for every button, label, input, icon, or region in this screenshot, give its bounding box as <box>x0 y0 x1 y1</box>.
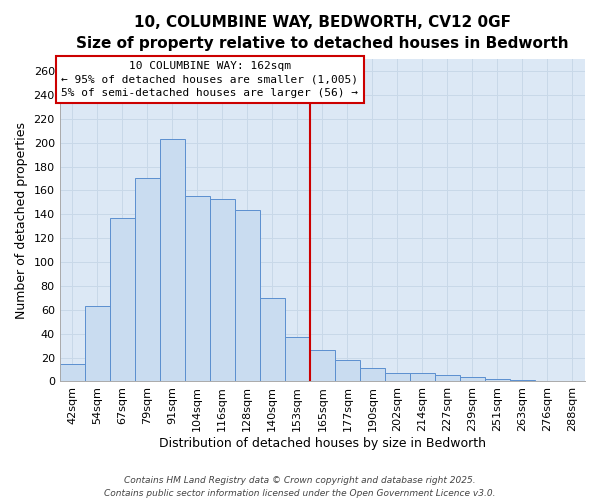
Bar <box>185 196 210 382</box>
Bar <box>59 364 85 382</box>
Bar <box>435 376 460 382</box>
Bar <box>210 199 235 382</box>
Title: 10, COLUMBINE WAY, BEDWORTH, CV12 0GF
Size of property relative to detached hous: 10, COLUMBINE WAY, BEDWORTH, CV12 0GF Si… <box>76 15 569 51</box>
Bar <box>85 306 110 382</box>
Bar <box>135 178 160 382</box>
X-axis label: Distribution of detached houses by size in Bedworth: Distribution of detached houses by size … <box>159 437 486 450</box>
Bar <box>110 218 135 382</box>
Bar <box>235 210 260 382</box>
Bar <box>310 350 335 382</box>
Bar <box>385 373 410 382</box>
Bar <box>360 368 385 382</box>
Bar <box>260 298 285 382</box>
Bar <box>160 139 185 382</box>
Bar <box>510 380 535 382</box>
Text: 10 COLUMBINE WAY: 162sqm
← 95% of detached houses are smaller (1,005)
5% of semi: 10 COLUMBINE WAY: 162sqm ← 95% of detach… <box>61 62 358 98</box>
Bar <box>335 360 360 382</box>
Text: Contains HM Land Registry data © Crown copyright and database right 2025.
Contai: Contains HM Land Registry data © Crown c… <box>104 476 496 498</box>
Y-axis label: Number of detached properties: Number of detached properties <box>15 122 28 319</box>
Bar <box>410 373 435 382</box>
Bar <box>485 379 510 382</box>
Bar <box>460 376 485 382</box>
Bar <box>285 338 310 382</box>
